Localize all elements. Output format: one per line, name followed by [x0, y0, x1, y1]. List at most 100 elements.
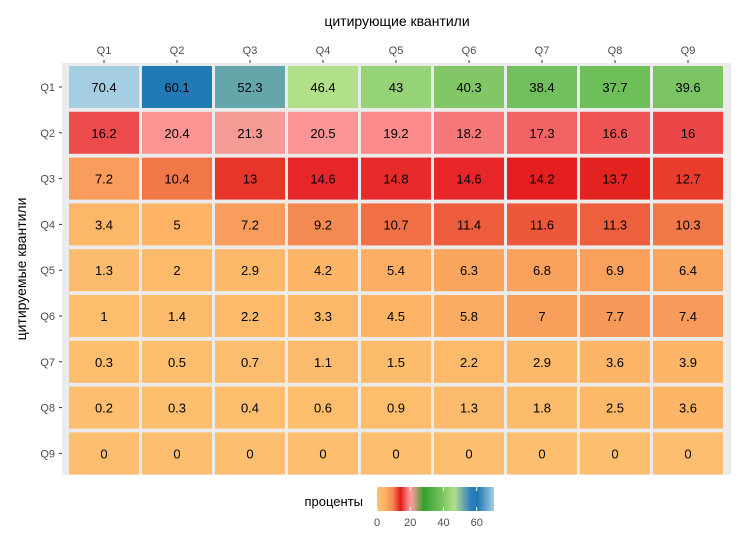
- cell-value-label: 40.3: [456, 80, 481, 95]
- cell-value-label: 52.3: [237, 80, 262, 95]
- legend-colorbar: [377, 487, 494, 511]
- cell-value-label: 9.2: [314, 217, 332, 232]
- heatmap-cell: [215, 432, 285, 475]
- cell-value-label: 16.2: [91, 126, 116, 141]
- cell-value-label: 20.5: [310, 126, 335, 141]
- heatmap-cell: [507, 111, 577, 154]
- heatmap-cell: [580, 386, 650, 429]
- cell-value-label: 0.5: [168, 355, 186, 370]
- cell-value-label: 0: [684, 446, 691, 461]
- y-tick-label: Q1: [40, 82, 55, 94]
- y-tick-label: Q3: [40, 174, 55, 186]
- cell-value-label: 0.9: [387, 401, 405, 416]
- cell-value-label: 46.4: [310, 80, 335, 95]
- cell-value-label: 7.2: [241, 217, 259, 232]
- heatmap-cell: [69, 157, 139, 200]
- cell-value-label: 1.4: [168, 309, 186, 324]
- heatmap-cell: [69, 203, 139, 246]
- heatmap-cell: [434, 432, 504, 475]
- y-axis: Q1 Q2 Q3 Q4 Q5 Q6 Q7 Q8 Q9: [40, 82, 62, 460]
- cell-value-label: 10.4: [164, 172, 189, 187]
- x-tick-label: Q6: [462, 45, 477, 57]
- heatmap-cell: [507, 340, 577, 383]
- x-tick-label: Q5: [389, 45, 404, 57]
- cell-value-label: 11.3: [603, 217, 627, 232]
- heatmap-cell: [653, 111, 723, 154]
- x-axis: Q1 Q2 Q3 Q4 Q5 Q6 Q7 Q8 Q9: [97, 45, 696, 63]
- heatmap-cell: [653, 295, 723, 337]
- heatmap-cell: [434, 203, 504, 246]
- cell-value-label: 7.7: [606, 309, 624, 324]
- cell-value-label: 0: [392, 446, 399, 461]
- y-tick-label: Q5: [40, 265, 55, 277]
- heatmap-cell: [580, 66, 650, 108]
- cell-value-label: 1.3: [95, 263, 113, 278]
- heatmap-cell: [69, 386, 139, 429]
- cell-value-label: 5.8: [460, 309, 478, 324]
- heatmap-cell: [580, 432, 650, 475]
- cell-value-label: 7.2: [95, 172, 113, 187]
- cell-value-label: 6.8: [533, 263, 551, 278]
- heatmap-cell: [653, 340, 723, 383]
- heatmap-cell: [434, 295, 504, 337]
- cell-value-label: 2.5: [606, 401, 624, 416]
- heatmap-cell: [215, 249, 285, 292]
- x-tick-label: Q9: [681, 45, 696, 57]
- heatmap-cell: [361, 432, 431, 475]
- heatmap-cell: [361, 386, 431, 429]
- x-tick-label: Q2: [170, 45, 185, 57]
- heatmap-cell: [434, 340, 504, 383]
- y-axis-title: цитируемые квантили: [13, 198, 29, 341]
- cell-value-label: 13: [243, 172, 257, 187]
- cell-value-label: 13.7: [602, 172, 627, 187]
- heatmap-cell: [580, 157, 650, 200]
- heatmap-cell: [288, 249, 358, 292]
- cell-value-label: 0: [538, 446, 545, 461]
- cell-value-label: 0: [246, 446, 253, 461]
- heatmap-cell: [288, 157, 358, 200]
- heatmap-cell: [142, 386, 212, 429]
- heatmap-cell: [215, 203, 285, 246]
- heatmap-cell: [69, 111, 139, 154]
- cell-value-label: 4.5: [387, 309, 405, 324]
- heatmap-cell: [215, 386, 285, 429]
- heatmap-cell: [653, 386, 723, 429]
- heatmap-cell: [288, 295, 358, 337]
- heatmap-cell: [69, 432, 139, 475]
- x-tick-label: Q1: [97, 45, 112, 57]
- heatmap-cell: [142, 432, 212, 475]
- heatmap-cell: [215, 66, 285, 108]
- y-tick-label: Q8: [40, 403, 55, 415]
- heatmap-cell: [580, 340, 650, 383]
- cell-value-label: 1.8: [533, 401, 551, 416]
- heatmap-cell: [288, 111, 358, 154]
- cell-value-label: 12.7: [675, 172, 700, 187]
- cell-value-label: 3.4: [95, 217, 113, 232]
- cell-value-label: 0: [100, 446, 107, 461]
- heatmap-cell: [69, 249, 139, 292]
- cell-value-label: 11.4: [457, 217, 481, 232]
- cell-value-label: 6.4: [679, 263, 697, 278]
- cell-value-label: 0: [173, 446, 180, 461]
- heatmap-cell: [142, 111, 212, 154]
- heatmap-cell: [361, 66, 431, 108]
- cell-value-label: 0: [611, 446, 618, 461]
- heatmap-cell: [142, 340, 212, 383]
- legend-title: проценты: [304, 494, 363, 509]
- cell-value-label: 5.4: [387, 263, 405, 278]
- legend-tick-label: 20: [404, 517, 416, 529]
- heatmap-cell: [288, 340, 358, 383]
- heatmap-cell: [434, 66, 504, 108]
- heatmap-cell: [507, 295, 577, 337]
- cell-value-label: 0.6: [314, 401, 332, 416]
- y-tick-label: Q7: [40, 357, 55, 369]
- heatmap-cell: [507, 249, 577, 292]
- heatmap-cell: [69, 340, 139, 383]
- cell-value-label: 1.3: [460, 401, 478, 416]
- heatmap-cell: [142, 157, 212, 200]
- cell-value-label: 7.4: [679, 309, 697, 324]
- cell-value-label: 10.3: [675, 217, 700, 232]
- heatmap-cell: [215, 157, 285, 200]
- cell-value-label: 14.6: [456, 172, 481, 187]
